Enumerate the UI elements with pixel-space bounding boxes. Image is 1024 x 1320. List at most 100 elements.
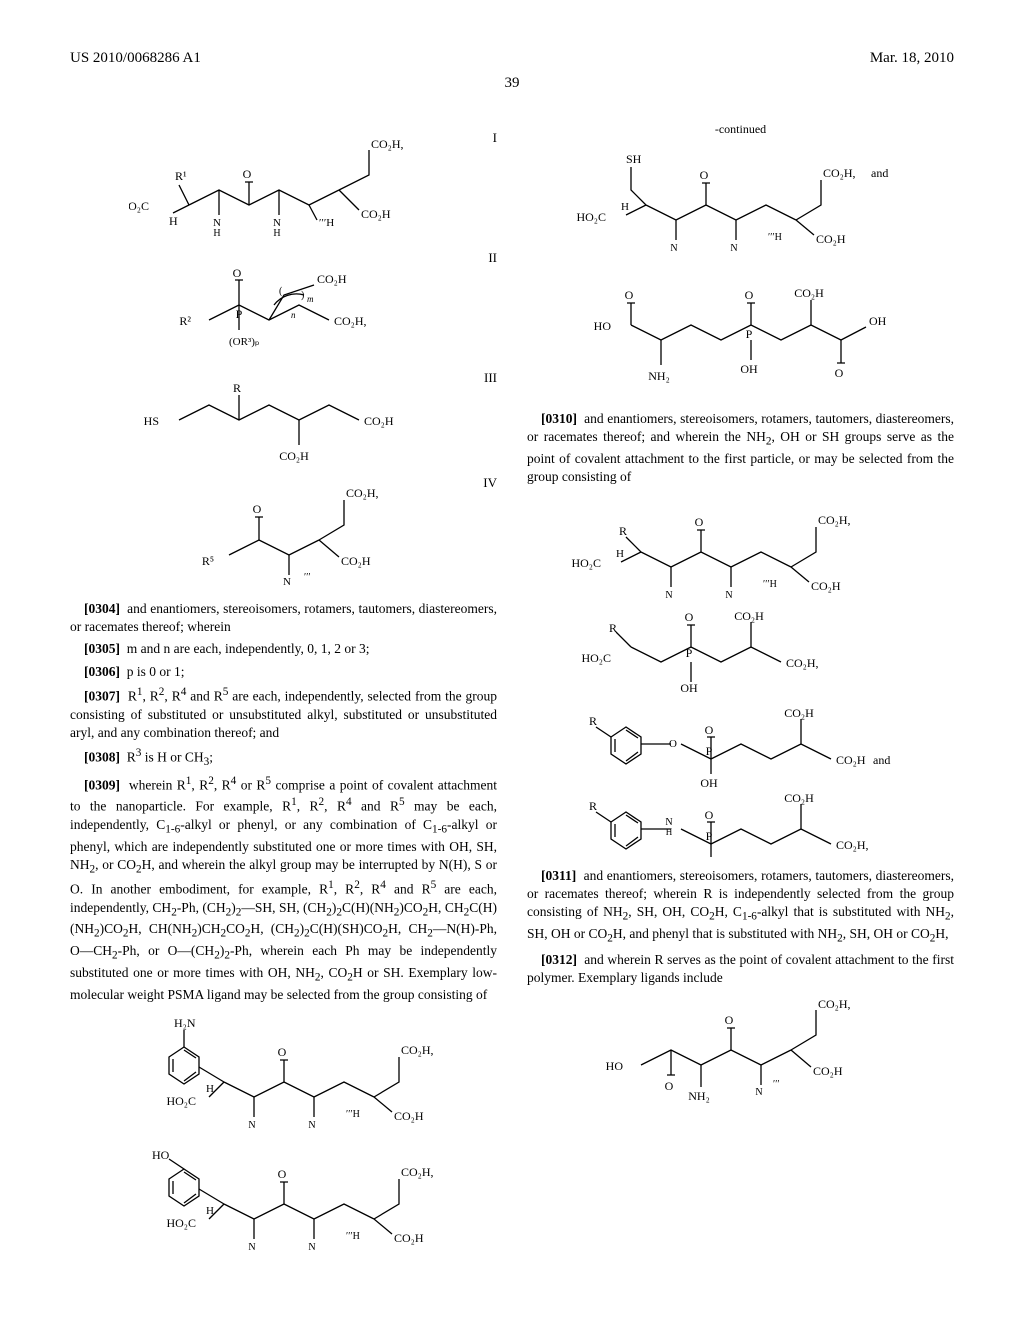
svg-text:(OR³)ₚ: (OR³)ₚ [229,336,260,348]
svg-text:O: O [834,366,843,380]
svg-text:R¹: R¹ [175,169,187,183]
svg-text:H: H [665,827,672,837]
svg-text:CO₂H,: CO₂H, [401,1043,434,1057]
svg-text:CO₂H: CO₂H [784,706,814,720]
chem-structure-IV: IV R⁵ O N ʹʹʹ CO₂H, CO₂H [70,475,497,590]
svg-text:CO₂H,: CO₂H, [346,486,379,500]
svg-text:OH: OH [869,314,887,328]
svg-text:CO₂H: CO₂H [734,609,764,623]
svg-text:P: P [745,327,752,341]
svg-text:OH: OH [700,776,718,790]
para-0305: [0305] m and n are each, independently, … [70,640,497,658]
svg-text:HO₂C: HO₂C [129,199,149,213]
svg-text:CO₂H: CO₂H [364,414,394,428]
svg-text:CO₂H: CO₂H [341,554,371,568]
svg-text:HO₂C: HO₂C [571,556,601,570]
para-0310: [0310] and enantiomers, stereoisomers, r… [527,410,954,487]
svg-text:O: O [724,1013,733,1027]
svg-text:N: N [665,590,672,601]
svg-text:O: O [704,808,713,822]
chem-structure-phosphinate: HO O NH₂ O P OH CO₂H O OH [527,265,954,400]
svg-text:R²: R² [179,314,191,328]
svg-text:CO₂H,: CO₂H, [786,656,819,670]
svg-text:CO₂H: CO₂H [361,207,391,221]
svg-text:R: R [619,524,627,538]
para-0311: [0311] and enantiomers, stereoisomers, r… [527,867,954,947]
svg-text:CO₂H,: CO₂H, [823,166,856,180]
para-0312: [0312] and wherein R serves as the point… [527,951,954,987]
svg-text:m: m [307,294,314,304]
svg-text:ʹʹʹH: ʹʹʹH [346,1231,360,1242]
continued-label: -continued [527,122,954,137]
svg-text:ʹʹʹH: ʹʹʹH [763,579,777,590]
para-0309: [0309] wherein R1, R2, R4 or R5 comprise… [70,774,497,1004]
svg-text:ʹʹʹ: ʹʹʹ [773,1079,780,1090]
svg-text:CO₂H,: CO₂H, [818,997,851,1011]
svg-text:CO₂H,: CO₂H, [818,513,851,527]
svg-text:CO₂H,: CO₂H, [401,1165,434,1179]
svg-text:CO₂H: CO₂H [813,1064,843,1078]
left-column: I CO₂H, HO₂C R¹ H O N H N H CO₂H ʹʹʹH II [70,122,497,1262]
svg-text:CO₂H: CO₂H [317,272,347,286]
svg-text:HO₂C: HO₂C [581,651,611,665]
svg-text:and: and [873,753,890,767]
roman-label-I: I [493,130,497,146]
svg-text:O: O [252,502,261,516]
publication-number: US 2010/0068286 A1 [70,50,201,67]
para-0308: [0308] R3 is H or CH3; [70,746,497,770]
svg-text:HO: HO [152,1148,170,1162]
svg-text:O: O [694,515,703,529]
svg-text:N: N [248,1242,255,1252]
chem-structure-II: II O R² P (OR³)ₚ CO₂H CO₂H, ( ) m n [70,250,497,360]
chem-structure-I: I CO₂H, HO₂C R¹ H O N H N H CO₂H ʹʹʹH [70,130,497,240]
svg-text:H: H [273,228,280,239]
svg-text:ʹʹʹH: ʹʹʹH [319,217,334,229]
svg-text:ʹʹʹH: ʹʹʹH [346,1109,360,1120]
svg-text:NH₂: NH₂ [648,369,670,383]
svg-text:P: P [705,744,712,758]
roman-label-II: II [488,250,497,266]
svg-text:H: H [616,548,624,560]
svg-text:OH: OH [740,362,758,376]
svg-text:N: N [248,1120,255,1131]
svg-text:P: P [705,829,712,843]
svg-text:O: O [684,610,693,624]
svg-text:N: N [730,243,737,254]
svg-text:HO: HO [605,1059,623,1073]
para-0304: [0304] and enantiomers, stereoisomers, r… [70,600,497,636]
svg-text:SH: SH [626,152,642,166]
svg-text:P: P [235,307,242,321]
publication-date: Mar. 18, 2010 [870,50,954,67]
svg-text:CO₂H: CO₂H [836,753,866,767]
svg-text:O: O [669,738,677,750]
svg-text:R: R [589,799,597,813]
svg-text:H: H [213,228,220,239]
roman-label-III: III [484,370,497,386]
svg-text:N: N [308,1242,315,1252]
svg-text:HO: HO [593,319,611,333]
para-0307: [0307] R1, R2, R4 and R5 are each, indep… [70,685,497,742]
svg-text:ʹʹʹ: ʹʹʹ [304,572,311,583]
chem-structure-R-group-block: R HO₂C H O N N CO₂H, CO₂H ʹʹʹH R HO₂C O … [527,497,954,857]
svg-text:O: O [242,167,251,181]
two-column-layout: I CO₂H, HO₂C R¹ H O N H N H CO₂H ʹʹʹH II [70,122,954,1262]
svg-text:P: P [685,646,692,660]
svg-text:O: O [744,288,753,302]
svg-text:R: R [232,381,240,395]
svg-text:N: N [755,1087,762,1098]
svg-text:O: O [277,1167,286,1181]
svg-text:HS: HS [143,414,158,428]
svg-text:N: N [725,590,732,601]
svg-text:): ) [301,290,304,301]
svg-text:N: N [670,243,677,254]
svg-text:CO₂H: CO₂H [816,232,846,246]
svg-text:H: H [169,214,178,228]
chem-structure-III: III HS R CO₂H CO₂H [70,370,497,465]
svg-text:CO₂H: CO₂H [394,1109,424,1123]
svg-text:and: and [871,166,888,180]
svg-text:CO₂H,: CO₂H, [334,314,367,328]
svg-text:HO₂C: HO₂C [576,210,606,224]
para-0306: [0306] p is 0 or 1; [70,663,497,681]
chem-structure-phenyl-NH2: H₂N HO₂C H O N N CO₂H, CO₂H ʹʹʹH [70,1012,497,1132]
right-column: -continued SH HO₂C H O N N CO₂H, CO₂H ʹʹ… [527,122,954,1262]
